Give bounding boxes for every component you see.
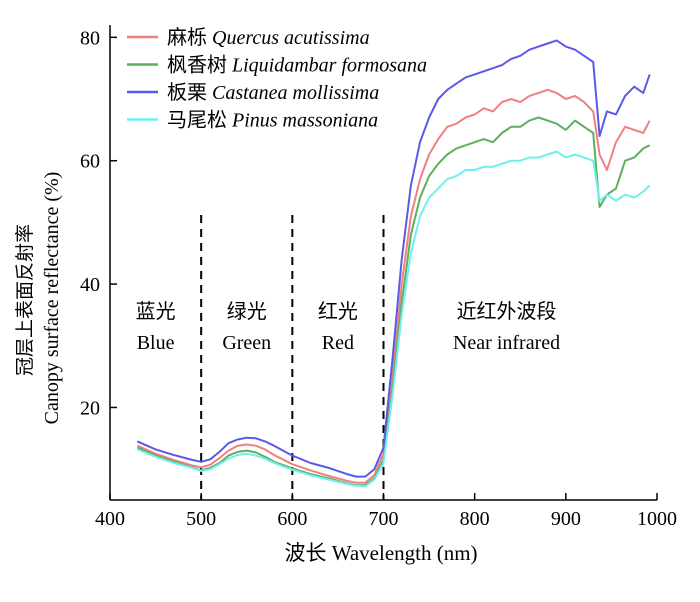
legend-entry: 马尾松 Pinus massoniana — [167, 109, 378, 132]
band-label-en: Green — [222, 332, 271, 354]
series-line-2 — [136, 116, 651, 487]
legend-entry: 枫香树 Liquidambar formosana — [167, 54, 427, 77]
band-label-cn: 近红外波段 — [457, 300, 557, 323]
band-dividers — [200, 215, 385, 500]
y-tick-label: 80 — [80, 27, 100, 49]
legend-name-latin: Castanea mollissima — [212, 82, 379, 104]
legend-entry: 麻栎 Quercus acutissima — [167, 26, 370, 49]
plot-area: 400 500 600 700 800 900 1000 20 40 60 80 蓝光 Blue 绿光… — [80, 25, 677, 530]
y-axis-ticks: 20 40 60 80 — [80, 27, 117, 419]
legend-name-latin: Pinus massoniana — [231, 110, 378, 132]
legend-name-cn: 板栗 — [167, 81, 212, 104]
y-tick-label: 20 — [80, 397, 100, 419]
legend-name-latin: Liquidambar formosana — [231, 55, 427, 77]
x-axis-ticks: 400 500 600 700 800 900 1000 — [95, 493, 677, 530]
band-label-en: Blue — [137, 332, 175, 354]
series-lines — [136, 39, 651, 488]
x-tick-label: 500 — [186, 508, 216, 530]
x-tick-label: 1000 — [637, 508, 677, 530]
x-tick-label: 600 — [277, 508, 307, 530]
y-axis-label-en: Canopy surface reflectance (%) — [41, 172, 63, 425]
legend-entry: 板栗 Castanea mollissima — [167, 81, 379, 104]
legend-name-cn: 麻栎 — [167, 26, 212, 49]
y-tick-label: 60 — [80, 151, 100, 173]
band-label-cn: 绿光 — [227, 300, 267, 323]
band-label-en: Near infrared — [453, 332, 560, 354]
x-tick-label: 400 — [95, 508, 125, 530]
y-axis-label: 冠层上表面反射率 Canopy surface reflectance (%) — [14, 172, 63, 425]
legend-name-cn: 枫香树 — [167, 54, 232, 77]
y-tick-label: 40 — [80, 274, 100, 296]
x-tick-label: 700 — [369, 508, 399, 530]
y-axis-label-cn: 冠层上表面反射率 — [14, 224, 36, 376]
band-label-en: Red — [322, 332, 354, 354]
band-label-cn: 蓝光 — [136, 300, 176, 323]
legend: 麻栎 Quercus acutissima 枫香树 Liquidambar for… — [127, 26, 427, 132]
x-axis-label: 波长 Wavelength (nm) — [284, 541, 477, 565]
band-label-cn: 红光 — [318, 300, 358, 323]
series-line-4 — [136, 150, 651, 488]
legend-name-cn: 马尾松 — [167, 109, 232, 132]
legend-name-latin: Quercus acutissima — [212, 27, 370, 49]
x-tick-label: 800 — [460, 508, 490, 530]
x-tick-label: 900 — [551, 508, 581, 530]
series-line-1 — [136, 88, 651, 484]
band-labels: 蓝光 Blue 绿光 Green 红光 Red 近红外波段 Near infrared — [136, 300, 561, 354]
series-line-3 — [136, 39, 651, 478]
